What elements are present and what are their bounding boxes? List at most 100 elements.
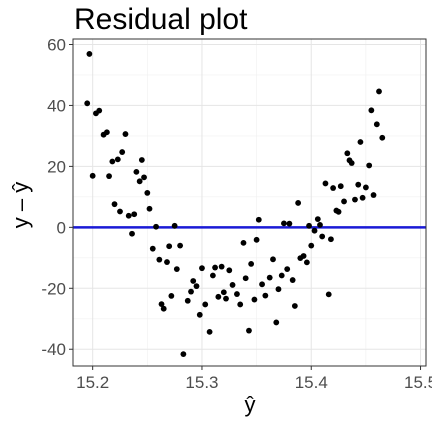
minor-gridlines <box>73 39 426 366</box>
data-point <box>153 223 159 230</box>
data-point <box>376 88 382 95</box>
y-tick-label: -40 <box>41 340 66 359</box>
data-point <box>196 311 203 318</box>
data-point <box>246 327 252 334</box>
data-point <box>209 272 216 279</box>
data-point <box>300 253 307 259</box>
data-point <box>234 291 240 297</box>
y-tick-label: -20 <box>41 279 66 298</box>
data-point <box>229 282 236 288</box>
data-point <box>330 185 337 191</box>
data-point <box>206 328 213 335</box>
data-point <box>131 211 138 218</box>
data-point <box>89 172 96 179</box>
y-tick-label: 20 <box>47 157 66 176</box>
data-point <box>103 129 110 136</box>
data-point <box>368 107 375 114</box>
data-point <box>215 293 222 300</box>
data-point <box>164 259 170 265</box>
data-point <box>328 236 334 243</box>
data-point <box>248 261 255 267</box>
plot-background <box>73 39 426 366</box>
data-point <box>218 263 225 270</box>
data-point <box>275 286 282 293</box>
data-point <box>314 216 321 223</box>
data-point <box>251 296 258 303</box>
data-point <box>242 275 249 282</box>
x-axis-title: ŷ <box>245 392 256 417</box>
x-tick-label: 15.2 <box>76 373 109 392</box>
data-point <box>114 156 121 163</box>
data-point <box>133 168 140 175</box>
data-point <box>289 277 296 283</box>
data-point <box>160 305 167 312</box>
data-point <box>355 181 362 188</box>
data-point <box>317 221 323 228</box>
data-point <box>109 158 116 165</box>
data-point <box>173 266 180 272</box>
y-tick-label: 40 <box>47 96 66 115</box>
data-point <box>199 265 205 272</box>
x-axis-ticks: 15.2 15.3 15.4 15.5 <box>76 366 432 392</box>
data-point <box>193 283 200 290</box>
data-point <box>184 297 191 304</box>
data-point <box>359 194 366 201</box>
data-point <box>344 150 351 157</box>
data-point <box>149 245 156 252</box>
data-point <box>357 139 364 145</box>
x-tick-label: 15.3 <box>185 373 218 392</box>
data-point <box>325 291 332 298</box>
data-point <box>86 51 93 57</box>
data-point <box>237 301 244 308</box>
data-point <box>226 267 233 274</box>
data-point <box>262 292 269 299</box>
data-point <box>177 242 184 249</box>
data-point <box>348 160 355 166</box>
data-point <box>295 200 302 206</box>
data-point <box>156 256 163 263</box>
data-point <box>220 289 227 296</box>
data-point <box>286 220 293 227</box>
data-point <box>129 230 135 237</box>
data-point <box>117 208 123 215</box>
chart-title: Residual plot <box>74 3 248 36</box>
data-point <box>202 301 209 308</box>
data-point <box>322 180 329 187</box>
data-point <box>308 242 315 249</box>
data-point <box>146 205 153 212</box>
x-tick-label: 15.4 <box>295 373 328 392</box>
data-point <box>106 173 112 180</box>
data-point <box>370 192 377 198</box>
data-point <box>125 212 132 219</box>
data-point <box>259 281 265 288</box>
data-point <box>84 100 91 107</box>
data-point <box>266 274 273 281</box>
data-point <box>337 183 344 190</box>
data-point <box>335 208 342 215</box>
data-point <box>284 266 291 272</box>
data-point <box>119 149 126 155</box>
data-point <box>138 157 145 163</box>
data-point <box>212 264 218 271</box>
data-point <box>270 256 276 263</box>
data-point <box>373 121 380 128</box>
data-point <box>319 233 326 240</box>
data-point <box>379 134 386 141</box>
data-point <box>240 239 247 246</box>
data-point <box>166 243 173 250</box>
data-point <box>306 222 312 229</box>
data-point <box>253 236 260 243</box>
data-point <box>96 107 103 114</box>
data-point <box>223 295 229 302</box>
data-point <box>366 162 373 169</box>
data-point <box>180 351 187 358</box>
y-axis-ticks: -40 -20 0 20 40 60 <box>41 35 73 359</box>
data-point <box>111 201 118 208</box>
data-point <box>281 220 287 227</box>
data-point <box>352 196 358 203</box>
plot-border <box>72 38 427 367</box>
y-tick-label: 0 <box>57 218 66 237</box>
data-point <box>136 178 143 185</box>
data-point <box>278 272 285 279</box>
